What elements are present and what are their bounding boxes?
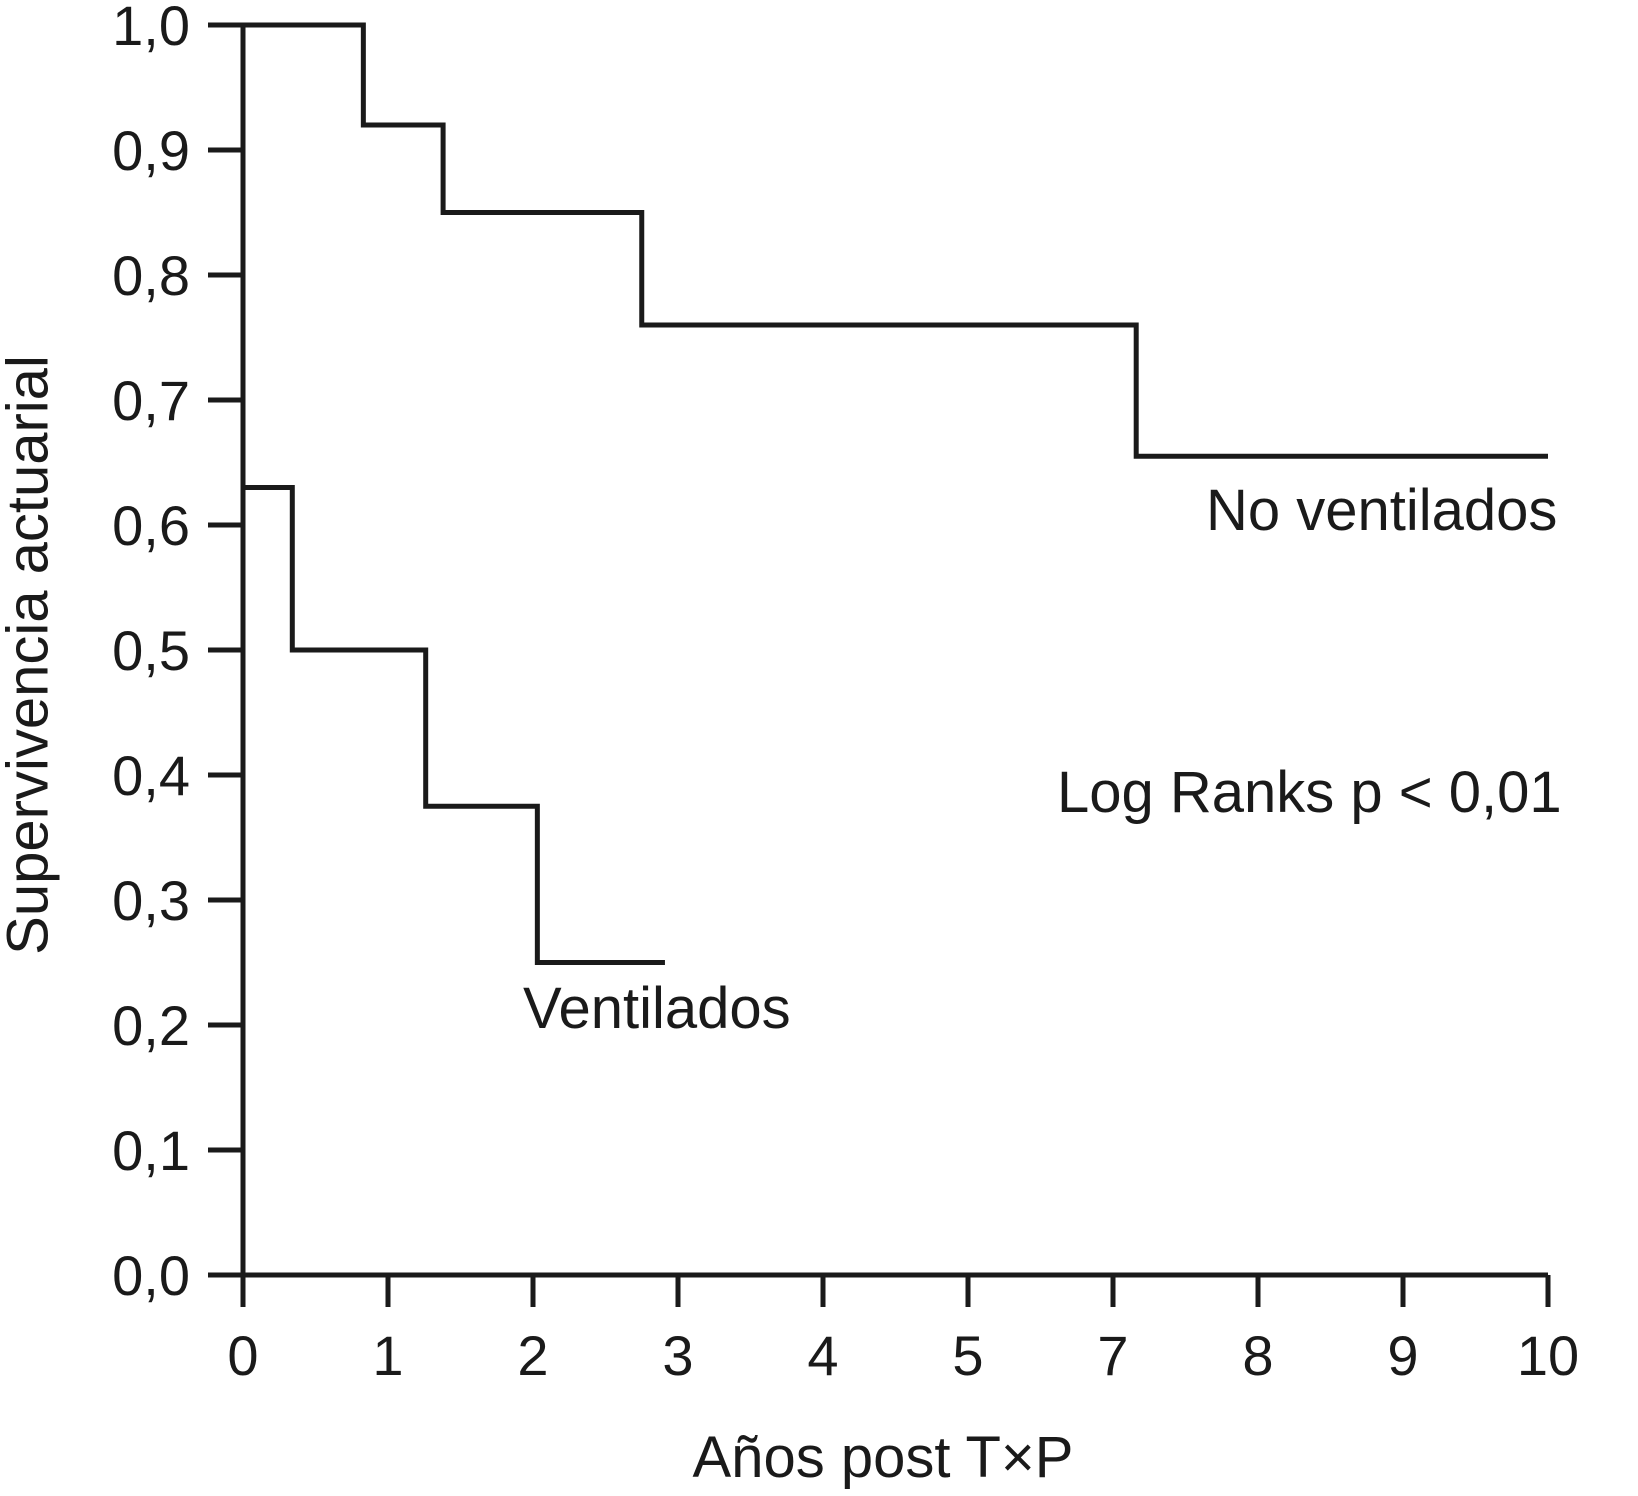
y-tick-label: 0,9	[112, 119, 190, 182]
y-axis-title: Supervivencia actuarial	[0, 355, 61, 955]
y-tick-label: 0,7	[112, 369, 190, 432]
x-tick-label: 8	[1242, 1324, 1273, 1387]
y-tick-label: 0,5	[112, 619, 190, 682]
ventilados-series-label: Ventilados	[523, 976, 791, 1041]
x-tick-label: 3	[662, 1324, 693, 1387]
y-tick-label: 0,8	[112, 244, 190, 307]
y-tick-label: 0,0	[112, 1244, 190, 1307]
x-tick-label: 5	[952, 1324, 983, 1387]
x-tick-label: 1	[372, 1324, 403, 1387]
y-tick-label: 0,3	[112, 869, 190, 932]
y-tick-label: 0,6	[112, 494, 190, 557]
y-tick-label: 0,1	[112, 1119, 190, 1182]
log-rank-p-value-annotation: Log Ranks p < 0,01	[1057, 760, 1562, 825]
x-tick-label: 9	[1387, 1324, 1418, 1387]
x-tick-label: 2	[517, 1324, 548, 1387]
no-ventilados-series-label: No ventilados	[1206, 478, 1558, 543]
x-tick-label: 10	[1517, 1324, 1579, 1387]
ventilados-curve	[243, 485, 665, 965]
x-tick-label: 0	[227, 1324, 258, 1387]
y-tick-label: 0,4	[112, 744, 190, 807]
no-ventilados-curve	[243, 22, 1548, 459]
x-axis-title: Años post T×P	[692, 1425, 1074, 1490]
x-tick-label: 7	[1097, 1324, 1128, 1387]
y-tick-label: 0,2	[112, 994, 190, 1057]
x-tick-label: 4	[807, 1324, 838, 1387]
y-tick-label: 1,0	[112, 0, 190, 57]
